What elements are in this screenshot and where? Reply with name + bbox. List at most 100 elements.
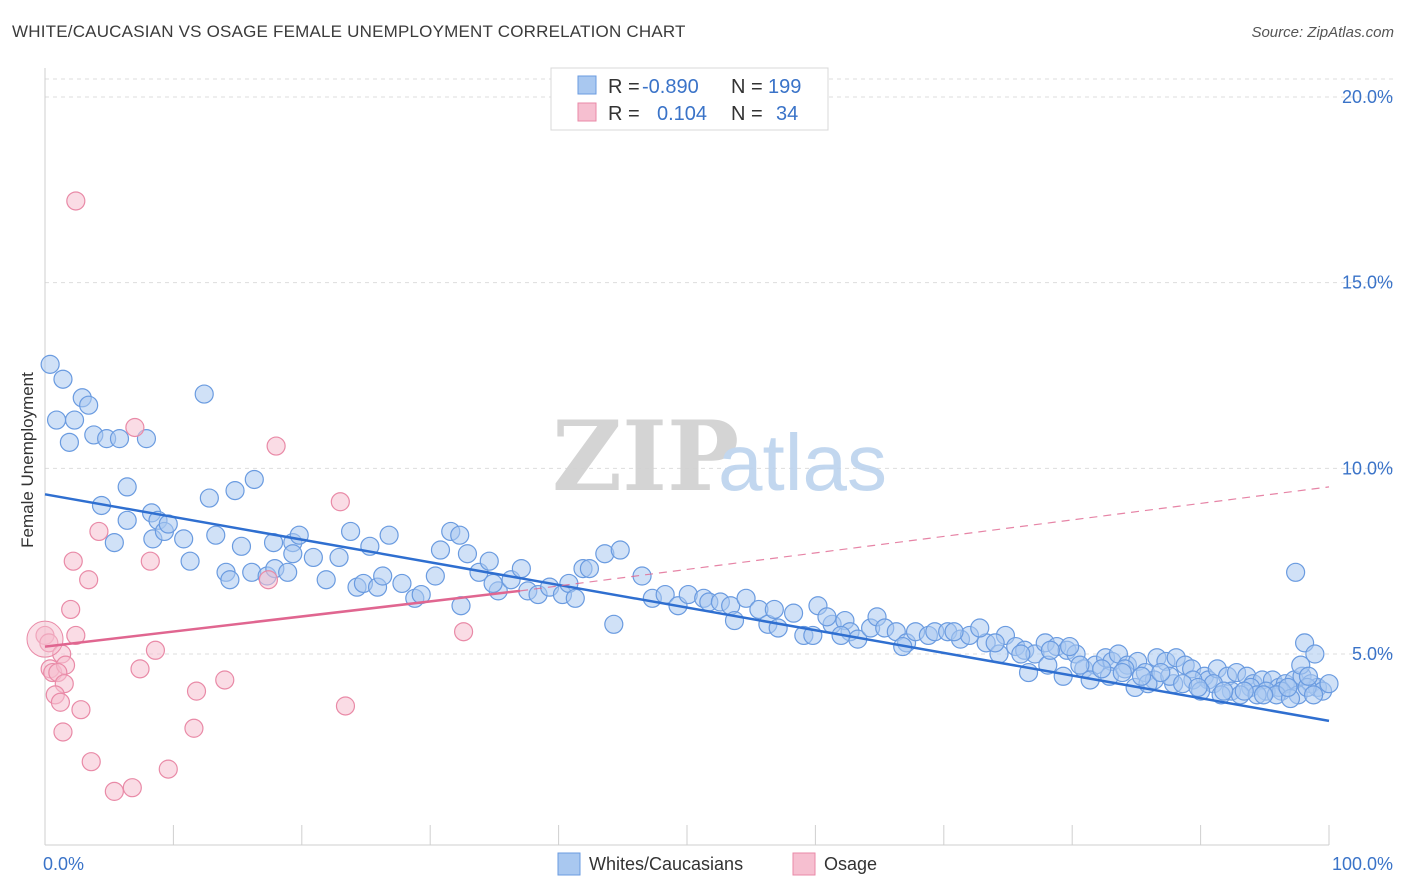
y-tick-label: 10.0% [1342, 458, 1393, 478]
data-point-whites [783, 603, 804, 623]
data-point-osage [140, 551, 160, 571]
data-point-osage [184, 718, 204, 738]
data-point-whites [985, 633, 1005, 653]
data-point-whites [425, 566, 445, 586]
data-point-whites [1040, 640, 1060, 660]
data-point-whites [225, 481, 245, 501]
data-point-whites [565, 588, 585, 608]
data-point-whites [392, 573, 412, 594]
data-point-whites [1319, 674, 1339, 694]
data-point-whites [109, 429, 130, 449]
legend-n-label-1: N = [731, 76, 763, 98]
data-point-osage [50, 692, 71, 712]
data-point-whites [1060, 636, 1080, 657]
data-point-osage [215, 670, 235, 690]
y-tick-labels: 5.0% 10.0% 15.0% 20.0% [1342, 87, 1393, 664]
data-point-whites [283, 544, 303, 564]
data-point-osage [453, 622, 474, 642]
data-point-whites [199, 488, 219, 508]
chart-title: WHITE/CAUCASIAN VS OSAGE FEMALE UNEMPLOY… [12, 22, 686, 41]
legend-top: R = -0.890 N = 199 R = 0.104 N = 34 [550, 67, 829, 131]
legend-bottom-label-osage: Osage [824, 854, 877, 874]
legend-bottom-label-whites: Whites/Caucasians [589, 854, 743, 874]
data-point-osage [125, 417, 145, 438]
watermark-atlas: atlas [718, 418, 887, 507]
data-point-osage [66, 625, 86, 646]
data-point-whites [1092, 659, 1112, 679]
x-tick-label: 0.0% [43, 854, 84, 874]
data-point-whites [1112, 662, 1132, 683]
data-point-osage [53, 722, 73, 742]
data-point-whites [483, 573, 503, 594]
data-point-whites [117, 477, 137, 497]
data-point-whites [379, 525, 399, 545]
data-point-whites [1278, 677, 1298, 698]
data-point-osage [81, 752, 101, 772]
legend-r-value-1: -0.890 [642, 76, 699, 98]
data-point-whites [59, 432, 79, 452]
trend-line-osage-extension [520, 486, 1330, 592]
data-point-osage [26, 620, 64, 658]
data-point-whites [206, 525, 226, 545]
data-point-whites [736, 588, 756, 608]
data-point-whites [231, 536, 252, 556]
data-point-whites [180, 551, 200, 571]
watermark: ZIP atlas [552, 400, 887, 513]
legend-r-label-1: R = [608, 76, 640, 98]
legend-swatch-whites [577, 75, 597, 95]
data-point-whites [194, 384, 214, 404]
data-point-osage [61, 599, 81, 620]
data-point-osage [266, 436, 286, 456]
y-axis-label: Female Unemployment [18, 372, 37, 548]
data-point-whites [278, 562, 298, 582]
legend-bottom: Whites/Caucasians Osage [557, 852, 877, 876]
data-point-whites [764, 599, 784, 620]
data-point-osage [63, 551, 83, 571]
legend-r-value-2: 0.104 [657, 103, 707, 125]
trend-line-whites [44, 493, 1330, 723]
data-point-whites [1234, 681, 1254, 701]
y-tick-label: 5.0% [1352, 644, 1393, 664]
data-point-whites [610, 540, 630, 560]
data-point-whites [117, 510, 137, 530]
legend-bottom-swatch-osage [792, 852, 816, 876]
data-point-whites [46, 410, 67, 430]
data-point-whites [970, 618, 990, 638]
data-point-whites [1305, 644, 1325, 664]
data-point-whites [136, 429, 157, 449]
y-tick-label: 15.0% [1342, 273, 1393, 293]
x-tick-labels: 0.0% 100.0% [43, 854, 1393, 874]
watermark-zip: ZIP [552, 400, 739, 513]
data-point-whites [1214, 681, 1234, 701]
data-point-whites [104, 532, 124, 553]
data-point-whites [479, 551, 499, 571]
y-tick-label: 20.0% [1342, 87, 1393, 107]
data-point-osage [79, 570, 99, 590]
data-point-osage [335, 696, 356, 716]
data-point-whites [64, 410, 85, 430]
data-point-whites [1303, 685, 1324, 705]
data-point-whites [340, 521, 361, 542]
data-point-whites [1253, 685, 1274, 705]
source-label: Source: ZipAtlas.com [1251, 24, 1394, 41]
data-point-whites [579, 558, 600, 579]
data-point-whites [1070, 655, 1090, 675]
trend-line-osage [44, 589, 521, 648]
data-point-whites [316, 570, 336, 590]
data-point-whites [220, 570, 240, 590]
legend-bottom-swatch-whites [557, 852, 581, 876]
data-point-whites [1131, 666, 1152, 686]
data-point-whites [303, 547, 323, 568]
data-point-osage [330, 492, 350, 512]
data-point-osage [258, 570, 279, 590]
data-point-whites [511, 558, 531, 579]
data-point-whites [430, 540, 451, 560]
data-point-whites [244, 469, 264, 490]
data-point-whites [79, 395, 99, 415]
data-point-whites [1286, 562, 1306, 582]
data-point-whites [174, 529, 194, 549]
data-point-whites [457, 544, 478, 564]
legend-n-label-2: N = [731, 103, 763, 125]
data-point-whites [450, 525, 470, 545]
